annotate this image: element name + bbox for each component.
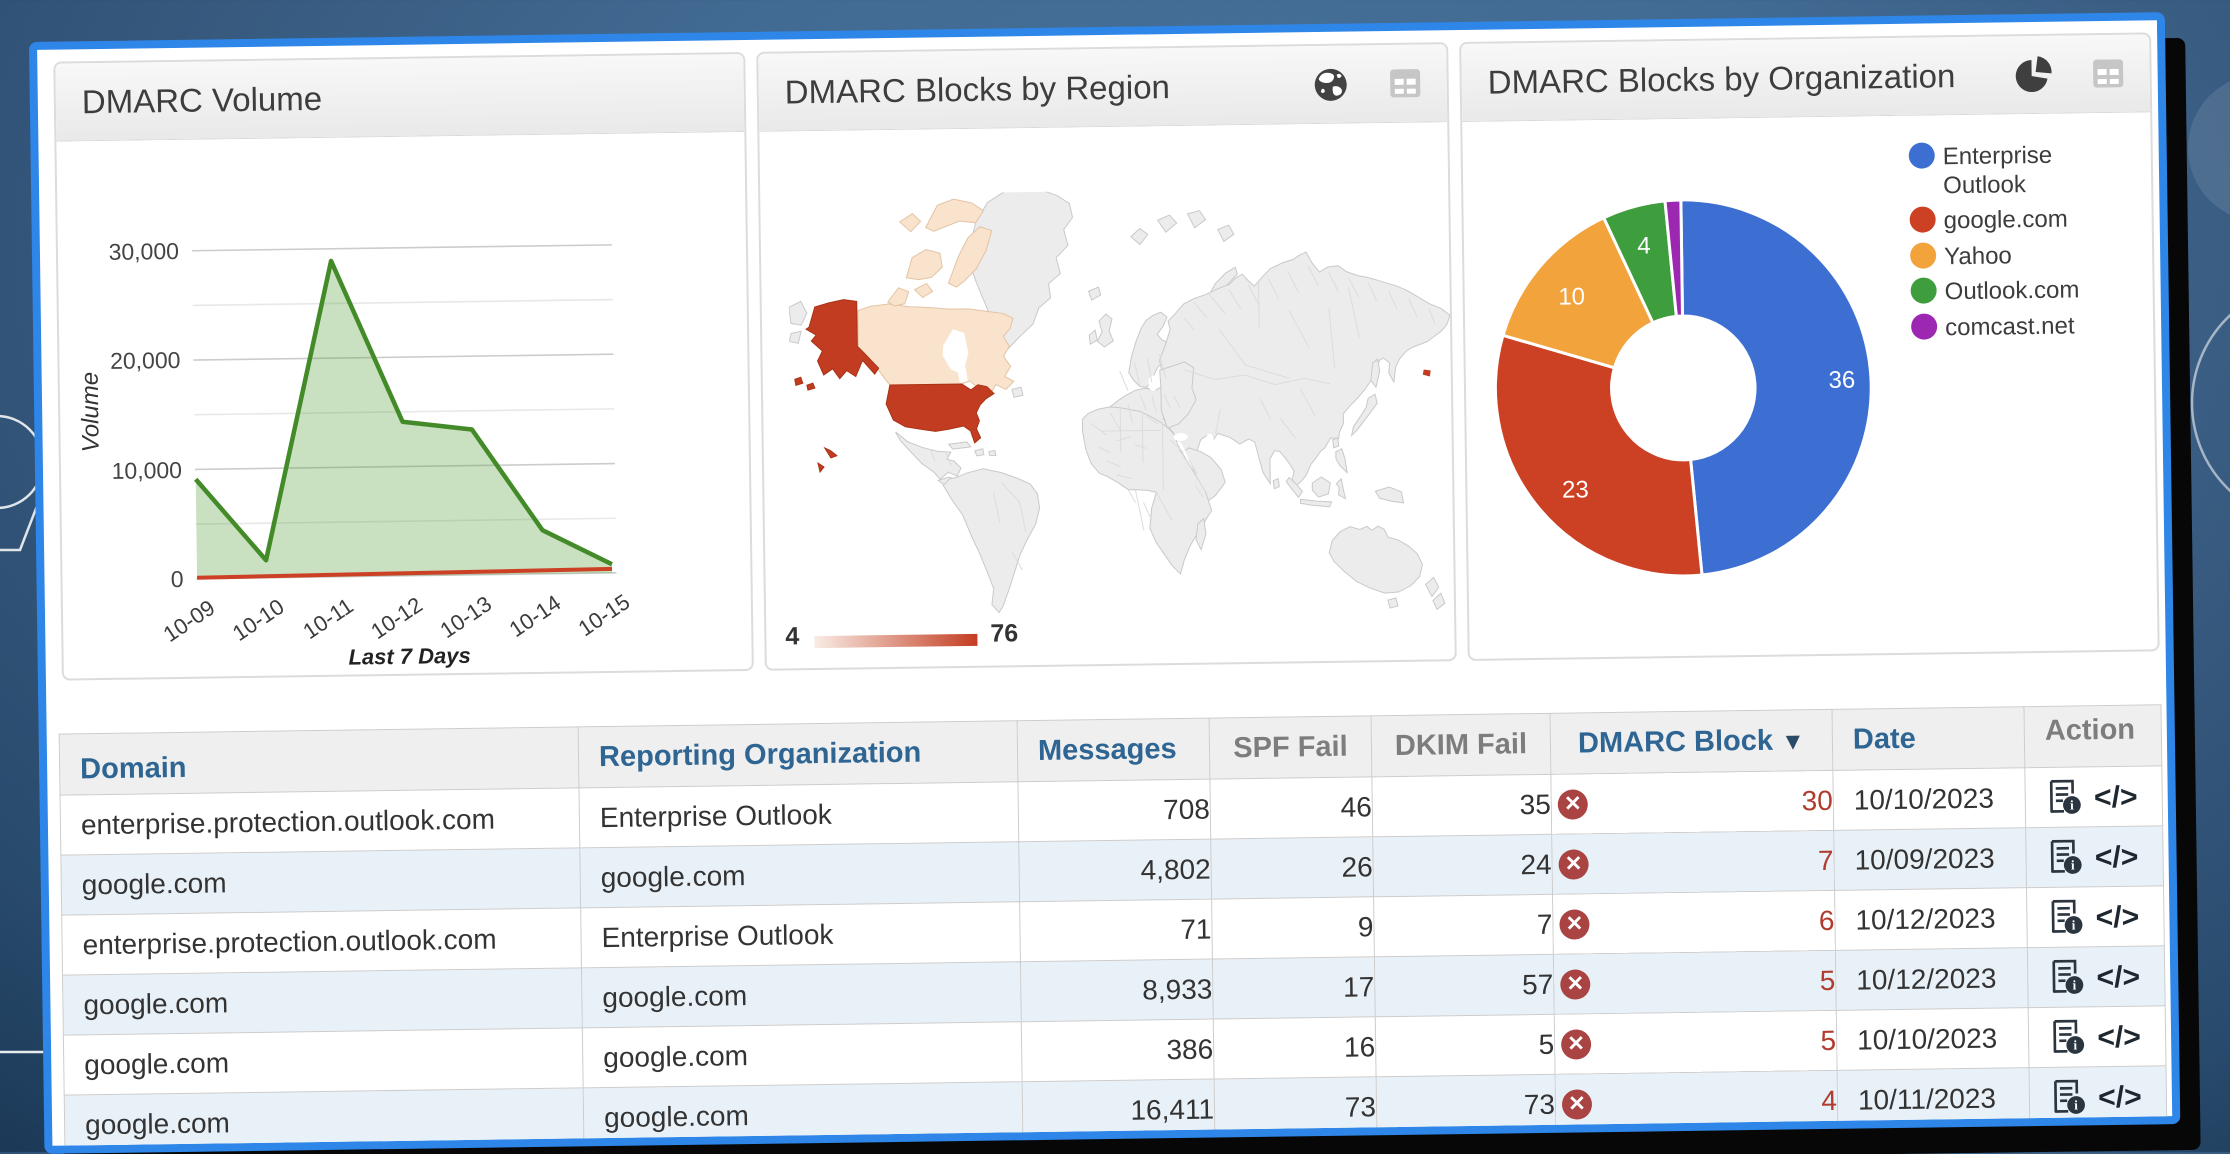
- svg-text:30,000: 30,000: [108, 238, 179, 265]
- svg-text:23: 23: [1562, 476, 1589, 503]
- svg-text:10-15: 10-15: [574, 589, 635, 641]
- svg-text:20,000: 20,000: [110, 347, 181, 374]
- svg-text:10-09: 10-09: [159, 595, 220, 647]
- svg-text:Outlook: Outlook: [1943, 171, 2027, 199]
- svg-text:10-14: 10-14: [505, 590, 566, 642]
- svg-text:10,000: 10,000: [111, 457, 182, 484]
- svg-text:10-10: 10-10: [228, 594, 289, 646]
- svg-text:10-13: 10-13: [435, 591, 496, 643]
- svg-text:4: 4: [1637, 232, 1651, 259]
- svg-text:comcast.net: comcast.net: [1945, 312, 2075, 341]
- svg-text:Last 7 Days: Last 7 Days: [348, 643, 471, 670]
- svg-text:Volume: Volume: [77, 372, 105, 453]
- svg-text:Outlook.com: Outlook.com: [1944, 276, 2079, 305]
- svg-text:google.com: google.com: [1943, 206, 2067, 235]
- svg-text:10-11: 10-11: [298, 593, 357, 644]
- svg-text:Enterprise: Enterprise: [1943, 142, 2053, 171]
- svg-text:Yahoo: Yahoo: [1944, 242, 2012, 270]
- svg-text:10: 10: [1558, 283, 1585, 310]
- svg-text:36: 36: [1828, 367, 1855, 394]
- svg-text:0: 0: [171, 566, 184, 592]
- svg-text:10-12: 10-12: [366, 592, 427, 644]
